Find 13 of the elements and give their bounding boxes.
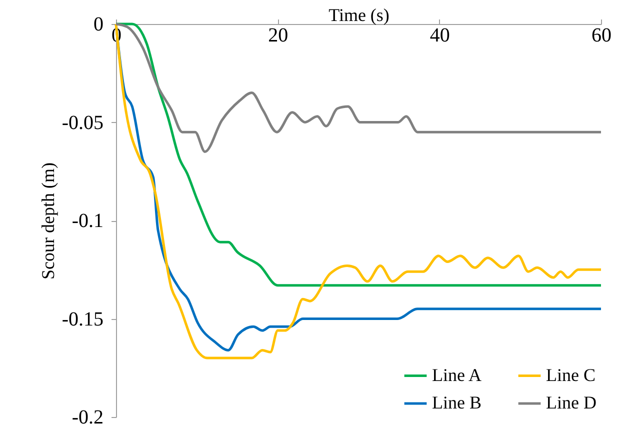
y-tick-label: -0.2 (72, 406, 104, 428)
y-axis-title: Scour depth (m) (38, 162, 58, 280)
legend-label: Line D (546, 392, 596, 412)
x-tick-label: 40 (430, 24, 450, 46)
legend-label: Line C (546, 364, 596, 385)
y-tick-label: -0.15 (62, 308, 104, 330)
x-tick-label: 60 (592, 24, 612, 46)
legend-label: Line A (432, 364, 482, 385)
y-tick-label: -0.05 (62, 112, 104, 134)
x-axis-title: Time (s) (328, 5, 390, 25)
legend-label: Line B (432, 392, 482, 412)
y-tick-label: -0.1 (72, 210, 104, 232)
x-tick-label: 20 (268, 24, 288, 46)
